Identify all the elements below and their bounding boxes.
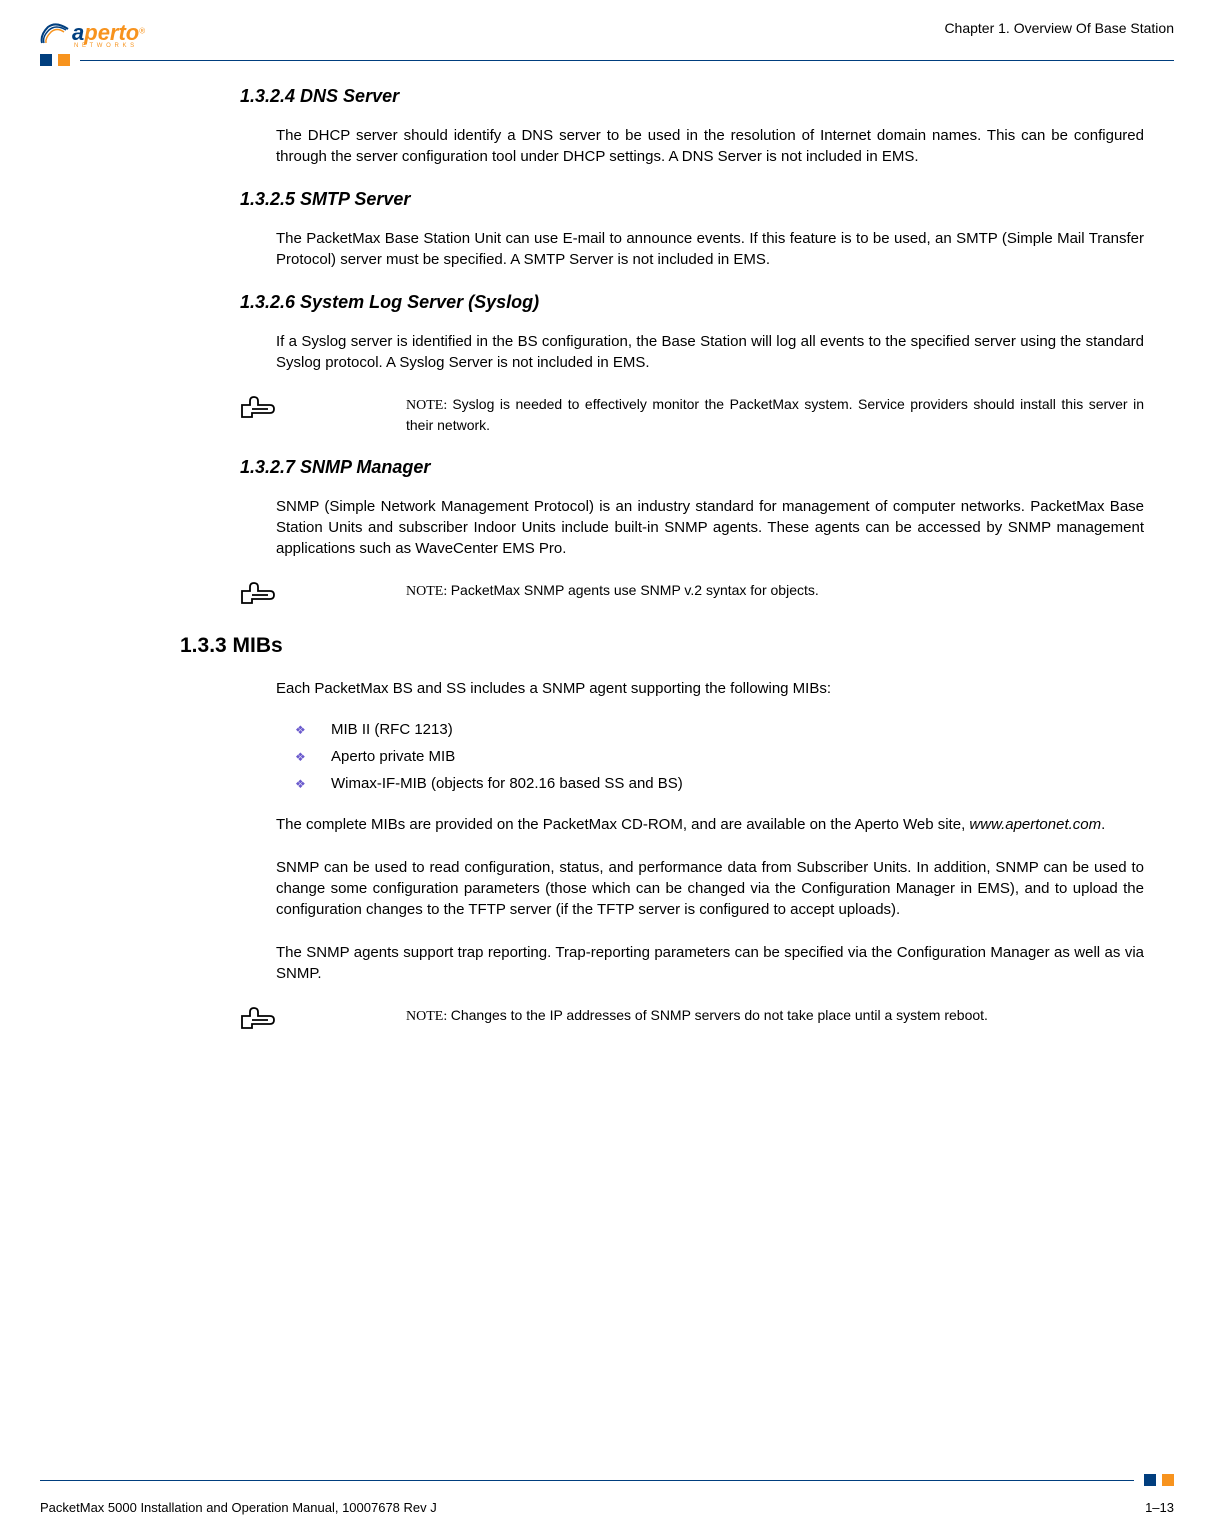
- pointing-hand-icon: [240, 1006, 276, 1034]
- diamond-bullet-icon: ❖: [295, 750, 307, 764]
- logo-registered: ®: [139, 27, 145, 36]
- list-item: ❖Aperto private MIB: [295, 748, 1144, 765]
- heading-syslog: 1.3.2.6 System Log Server (Syslog): [240, 292, 1144, 313]
- diamond-bullet-icon: ❖: [295, 777, 307, 791]
- body-mibs-cdrom: The complete MIBs are provided on the Pa…: [276, 814, 1144, 835]
- footer-rule: [40, 1474, 1174, 1486]
- pointing-hand-icon: [240, 581, 276, 609]
- header-squares-icon: [40, 54, 70, 66]
- page-number: 1–13: [1145, 1500, 1174, 1515]
- note-syslog-text: NOTE: Syslog is needed to effectively mo…: [406, 395, 1144, 435]
- note-snmp-text: NOTE: PacketMax SNMP agents use SNMP v.2…: [406, 581, 819, 602]
- page-footer: PacketMax 5000 Installation and Operatio…: [40, 1474, 1174, 1515]
- footer-left: PacketMax 5000 Installation and Operatio…: [40, 1500, 437, 1515]
- pointing-hand-icon: [240, 395, 276, 423]
- body-mibs-trap: The SNMP agents support trap reporting. …: [276, 942, 1144, 984]
- note-syslog: NOTE: Syslog is needed to effectively mo…: [240, 395, 1144, 435]
- footer-text: PacketMax 5000 Installation and Operatio…: [40, 1500, 1174, 1515]
- body-syslog: If a Syslog server is identified in the …: [276, 331, 1144, 373]
- body-mibs-snmp-read: SNMP can be used to read configuration, …: [276, 857, 1144, 920]
- note-mibs: NOTE: Changes to the IP addresses of SNM…: [240, 1006, 1144, 1034]
- diamond-bullet-icon: ❖: [295, 723, 307, 737]
- body-smtp: The PacketMax Base Station Unit can use …: [276, 228, 1144, 270]
- mibs-list: ❖MIB II (RFC 1213) ❖Aperto private MIB ❖…: [295, 721, 1144, 792]
- logo: aperto® N E T W O R K S: [40, 20, 145, 49]
- footer-squares-icon: [1144, 1474, 1174, 1486]
- list-item: ❖Wimax-IF-MIB (objects for 802.16 based …: [295, 775, 1144, 792]
- heading-dns: 1.3.2.4 DNS Server: [240, 86, 1144, 107]
- header-rule: [40, 54, 1174, 66]
- logo-text: aperto: [72, 20, 139, 45]
- body-dns: The DHCP server should identify a DNS se…: [276, 125, 1144, 167]
- chapter-title: Chapter 1. Overview Of Base Station: [944, 20, 1174, 36]
- note-mibs-text: NOTE: Changes to the IP addresses of SNM…: [406, 1006, 988, 1027]
- body-mibs-intro: Each PacketMax BS and SS includes a SNMP…: [276, 678, 1144, 699]
- logo-text-block: aperto® N E T W O R K S: [72, 20, 145, 49]
- logo-swoosh-icon: [40, 23, 70, 47]
- content-area: 1.3.2.4 DNS Server The DHCP server shoul…: [240, 86, 1144, 1034]
- document-page: aperto® N E T W O R K S Chapter 1. Overv…: [0, 0, 1224, 1535]
- list-item: ❖MIB II (RFC 1213): [295, 721, 1144, 738]
- heading-smtp: 1.3.2.5 SMTP Server: [240, 189, 1144, 210]
- page-header: aperto® N E T W O R K S Chapter 1. Overv…: [40, 20, 1174, 49]
- note-snmp: NOTE: PacketMax SNMP agents use SNMP v.2…: [240, 581, 1144, 609]
- heading-mibs: 1.3.3 MIBs: [180, 634, 1144, 658]
- heading-snmp: 1.3.2.7 SNMP Manager: [240, 457, 1144, 478]
- logo-subtitle: N E T W O R K S: [74, 43, 145, 49]
- body-snmp: SNMP (Simple Network Management Protocol…: [276, 496, 1144, 559]
